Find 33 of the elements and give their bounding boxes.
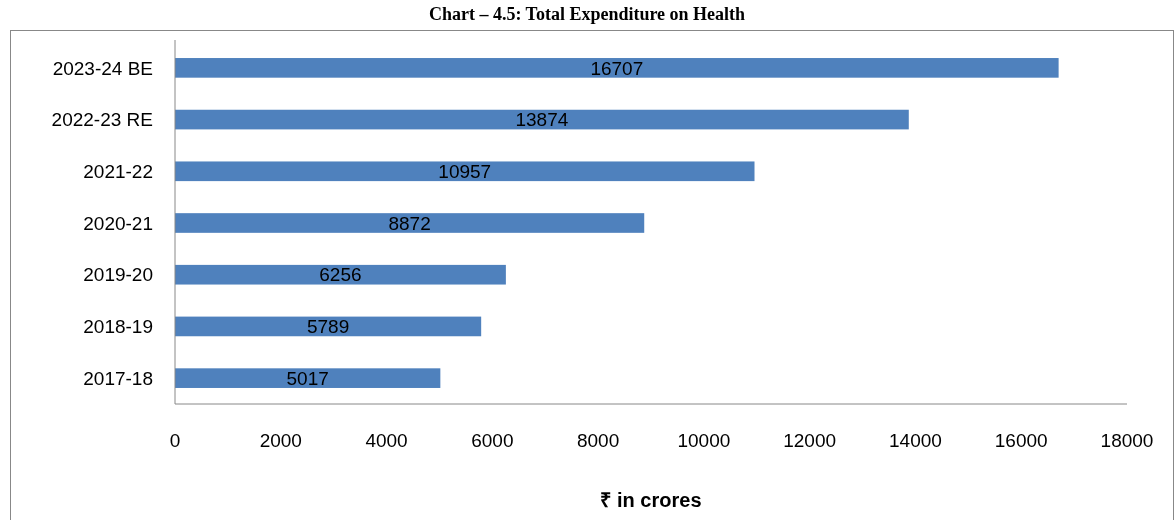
x-tick-label: 4000 xyxy=(365,429,408,451)
x-tick-label: 8000 xyxy=(576,429,620,451)
bar xyxy=(175,264,506,285)
y-tick-label: 2020-21 xyxy=(83,212,153,234)
bar xyxy=(175,161,755,182)
y-tick-label: 2023-24 BE xyxy=(52,57,153,79)
x-tick-label: 18000 xyxy=(1100,429,1154,451)
x-tick-label: 6000 xyxy=(471,429,514,451)
x-tick-label: 2000 xyxy=(259,429,302,451)
x-tick-label: 10000 xyxy=(677,429,731,451)
x-tick-label: 14000 xyxy=(889,429,942,451)
data-label: 10957 xyxy=(438,160,492,182)
chart-title: Chart – 4.5: Total Expenditure on Health xyxy=(428,4,746,24)
y-tick-label: 2018-19 xyxy=(83,316,153,338)
x-tick-label: 0 xyxy=(169,429,181,451)
x-axis-title: ₹ in crores xyxy=(600,489,702,511)
bar xyxy=(175,109,909,130)
bar xyxy=(175,368,441,388)
data-label: 8872 xyxy=(388,212,431,234)
y-tick-label: 2022-23 RE xyxy=(51,109,153,131)
data-label: 13874 xyxy=(515,109,569,131)
data-label: 16707 xyxy=(590,57,644,79)
y-tick-label: 2021-22 xyxy=(83,160,153,182)
y-tick-label: 2019-20 xyxy=(83,264,153,286)
x-tick-label: 12000 xyxy=(783,429,837,451)
y-tick-label: 2017-18 xyxy=(83,367,153,389)
x-tick-label: 16000 xyxy=(994,429,1048,451)
data-label: 5017 xyxy=(286,367,329,389)
bar xyxy=(175,58,1059,78)
bar xyxy=(175,213,645,233)
data-label: 6256 xyxy=(319,264,362,286)
data-label: 5789 xyxy=(306,316,350,338)
bar xyxy=(175,316,482,337)
